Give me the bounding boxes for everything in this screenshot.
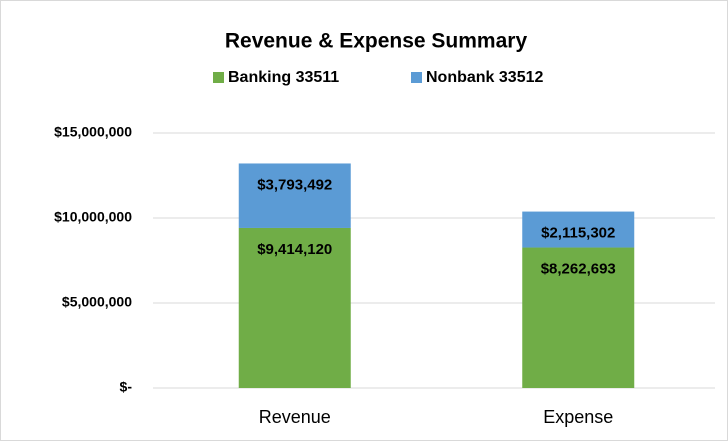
legend-swatch — [411, 72, 422, 83]
data-label: $2,115,302 — [541, 225, 615, 242]
x-tick-label: Revenue — [259, 407, 331, 427]
y-tick-label: $5,000,000 — [62, 294, 132, 310]
bar-segment — [522, 211, 635, 248]
bar-segment — [522, 247, 635, 388]
data-label: $8,262,693 — [541, 261, 616, 278]
y-tick-label: $10,000,000 — [54, 209, 132, 225]
chart-title: Revenue & Expense Summary — [225, 30, 528, 53]
legend-label: Banking 33511 — [228, 69, 339, 86]
bar-segment — [238, 227, 351, 388]
x-tick-label: Expense — [543, 407, 613, 427]
data-label: $3,793,492 — [257, 176, 332, 193]
bar-segment — [238, 163, 351, 228]
y-tick-label: $- — [120, 379, 133, 395]
data-label: $9,414,120 — [257, 241, 332, 258]
y-tick-label: $15,000,000 — [54, 124, 132, 140]
legend-label: Nonbank 33512 — [426, 69, 543, 86]
legend-swatch — [213, 72, 224, 83]
